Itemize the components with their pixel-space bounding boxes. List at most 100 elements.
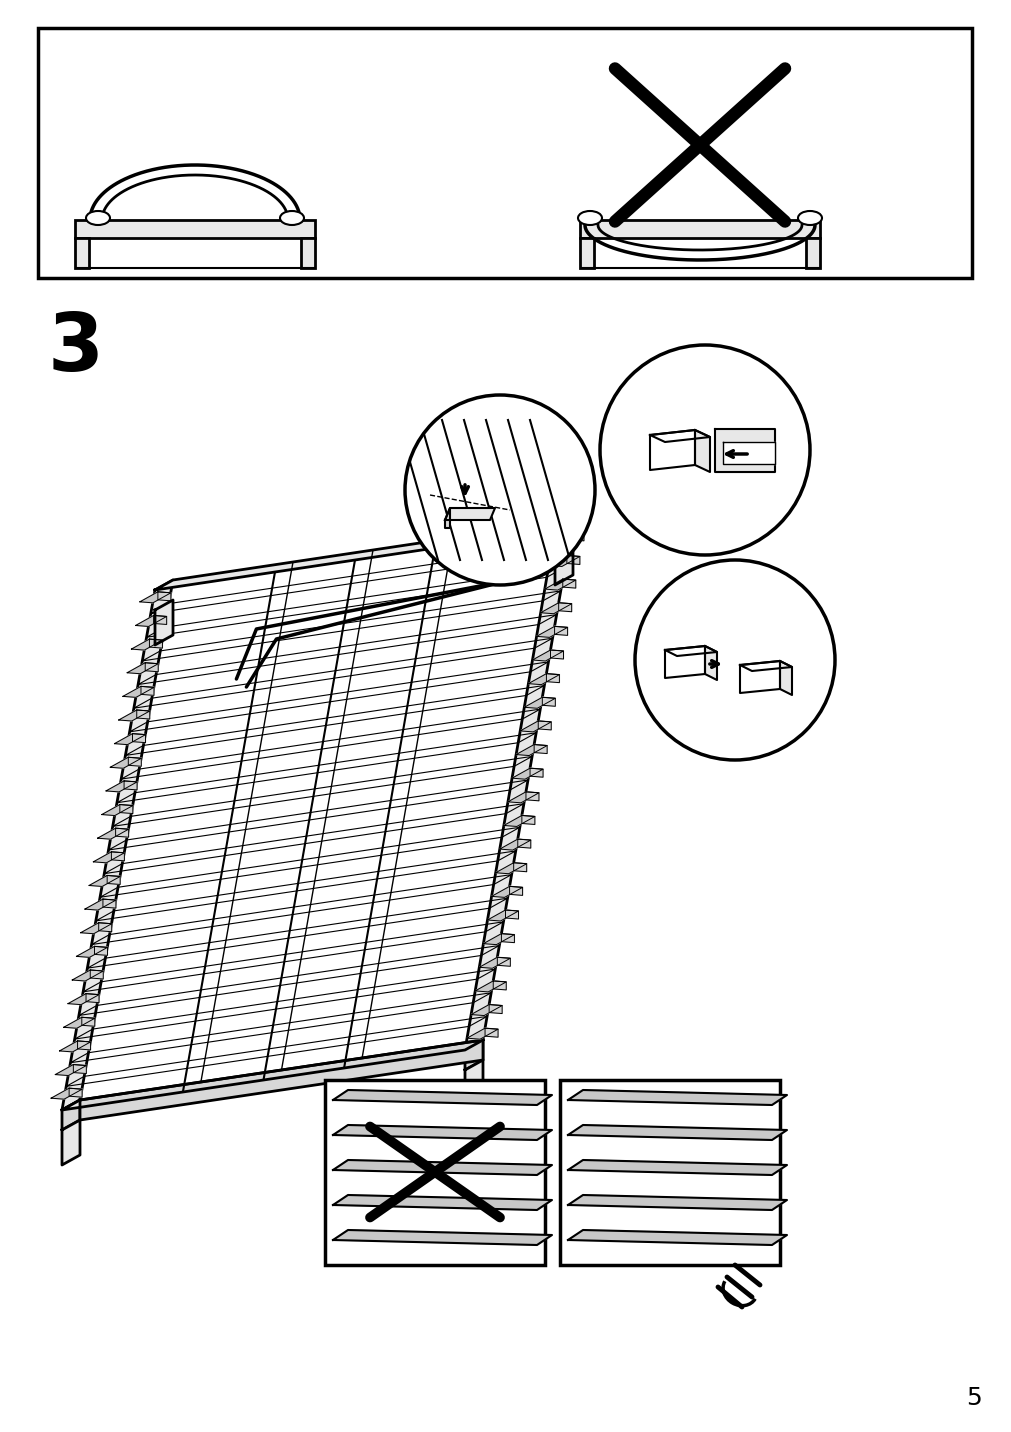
Polygon shape [154,616,167,624]
Polygon shape [62,1100,80,1130]
Circle shape [404,395,594,586]
Polygon shape [649,430,695,470]
Polygon shape [90,969,103,979]
Polygon shape [117,733,536,803]
Polygon shape [333,1230,551,1244]
Polygon shape [739,662,779,693]
Polygon shape [510,886,522,895]
Polygon shape [77,947,107,958]
Circle shape [600,345,809,556]
Polygon shape [129,662,548,732]
Polygon shape [333,1090,551,1106]
Polygon shape [137,614,556,684]
Ellipse shape [86,211,110,225]
Polygon shape [534,745,547,753]
Polygon shape [66,1017,486,1087]
Polygon shape [567,1160,787,1176]
Polygon shape [554,540,572,586]
Polygon shape [124,780,136,790]
Polygon shape [133,639,552,709]
Polygon shape [705,646,716,680]
Polygon shape [499,839,530,851]
Polygon shape [60,1041,90,1053]
Bar [75,221,314,238]
Polygon shape [123,686,154,697]
Polygon shape [87,898,508,968]
Bar [559,1080,779,1264]
Polygon shape [75,969,494,1040]
Polygon shape [532,650,563,662]
Ellipse shape [577,211,602,225]
Polygon shape [118,710,150,720]
Bar [579,221,819,238]
Polygon shape [558,603,571,611]
Polygon shape [528,673,559,684]
Polygon shape [111,852,124,861]
Polygon shape [503,815,535,826]
Polygon shape [715,430,774,473]
Polygon shape [97,828,128,839]
Ellipse shape [280,211,303,225]
Polygon shape [155,520,572,590]
Polygon shape [518,839,530,848]
Polygon shape [89,875,120,886]
Polygon shape [522,815,535,825]
Text: 5: 5 [966,1386,981,1411]
Polygon shape [158,591,171,601]
Polygon shape [72,969,103,981]
Polygon shape [150,639,163,649]
Polygon shape [151,544,568,614]
Polygon shape [464,1060,482,1106]
Polygon shape [131,639,163,650]
Polygon shape [464,520,572,1050]
Polygon shape [143,591,560,662]
Polygon shape [110,758,142,769]
Polygon shape [514,862,526,872]
Polygon shape [445,508,494,520]
Bar [325,1080,545,1264]
Polygon shape [779,662,792,695]
Polygon shape [155,600,173,644]
Polygon shape [73,1064,86,1074]
Text: 3: 3 [48,309,104,388]
Polygon shape [484,1028,497,1037]
Polygon shape [664,646,716,656]
Polygon shape [96,851,516,921]
Polygon shape [104,803,524,874]
Polygon shape [550,650,563,659]
Polygon shape [540,603,571,614]
Polygon shape [333,1194,551,1210]
Polygon shape [147,567,564,637]
Polygon shape [567,1194,787,1210]
Polygon shape [64,1017,95,1028]
Polygon shape [542,697,555,706]
Polygon shape [85,899,116,911]
Polygon shape [538,720,551,730]
Polygon shape [62,1120,80,1166]
Polygon shape [695,430,710,473]
Polygon shape [570,531,583,541]
Polygon shape [141,686,154,696]
Polygon shape [86,994,99,1002]
Polygon shape [548,556,579,567]
Polygon shape [333,1160,551,1176]
Polygon shape [132,733,146,743]
Polygon shape [62,580,173,1110]
Circle shape [634,560,834,760]
Polygon shape [554,626,567,636]
Polygon shape [94,947,107,955]
Polygon shape [739,662,792,672]
Polygon shape [112,756,532,826]
Polygon shape [562,579,575,589]
Polygon shape [536,626,567,637]
Bar [579,238,593,268]
Polygon shape [567,1126,787,1140]
Polygon shape [56,1064,86,1075]
Polygon shape [115,828,128,838]
Polygon shape [524,697,555,709]
Polygon shape [80,1040,482,1120]
Polygon shape [82,1017,95,1027]
Polygon shape [108,780,528,851]
Polygon shape [62,1040,482,1110]
Polygon shape [128,758,142,766]
